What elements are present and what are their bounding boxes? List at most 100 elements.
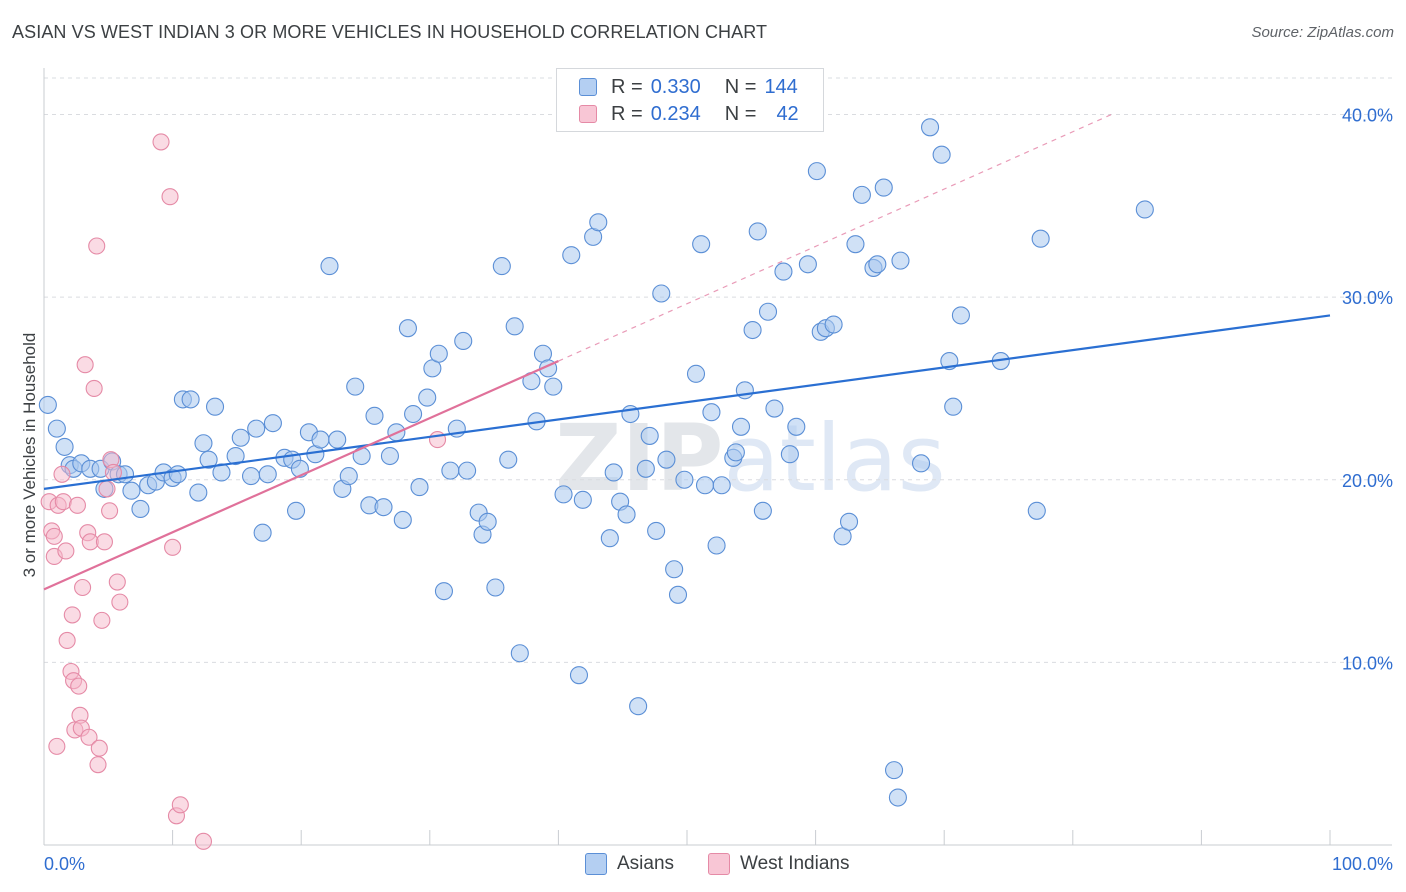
legend-row-west-indians: R = 0.234 N = 42	[579, 101, 799, 127]
asian-point	[231, 428, 250, 447]
asian-point	[891, 251, 910, 270]
asian-point	[758, 302, 778, 321]
asian-point	[636, 459, 655, 478]
stats-legend: R = 0.330 N = 144 R = 0.234 N = 42	[556, 68, 824, 132]
asian-point	[798, 255, 817, 274]
x-tick-label: 100.0%	[1332, 854, 1393, 874]
asian-point	[454, 331, 473, 351]
west-indian-point	[68, 496, 86, 514]
asians-legend-label: Asians	[617, 853, 675, 874]
asian-point	[410, 478, 429, 497]
west-indian-point	[101, 502, 119, 520]
source-label: Source: ZipAtlas.com	[1251, 24, 1394, 41]
legend-row-asians: R = 0.330 N = 144	[579, 74, 798, 100]
asian-point	[55, 437, 74, 456]
asian-point	[194, 434, 213, 453]
asian-point	[657, 450, 676, 469]
asian-point	[346, 377, 365, 396]
y-tick-label: 10.0%	[1342, 653, 1393, 673]
asian-point	[398, 319, 417, 338]
asian-point	[441, 461, 460, 480]
asian-point	[921, 118, 940, 137]
west-indian-point	[58, 631, 76, 650]
asian-point	[478, 512, 497, 531]
west-indian-point	[70, 677, 88, 695]
asian-point	[640, 426, 659, 445]
asian-point	[258, 465, 277, 484]
chart-title: ASIAN VS WEST INDIAN 3 OR MORE VEHICLES …	[12, 22, 768, 42]
asian-point	[328, 430, 347, 449]
asian-trend-line	[43, 314, 1331, 490]
asian-point	[205, 397, 225, 416]
west-indian-point	[76, 356, 94, 374]
asian-point	[702, 403, 721, 422]
west-indian-point	[98, 480, 116, 498]
asian-point	[868, 255, 887, 274]
asian-point	[951, 306, 970, 325]
asian-point	[1027, 501, 1046, 520]
asian-point	[492, 257, 511, 276]
asian-point	[726, 443, 745, 462]
west-indian-point	[88, 237, 106, 255]
asian-point	[544, 377, 563, 396]
asian-point	[189, 483, 208, 502]
west-indian-point	[111, 593, 129, 611]
asian-point	[774, 262, 793, 281]
asian-point	[753, 501, 772, 520]
asian-point	[707, 536, 726, 555]
asian-point	[311, 430, 330, 449]
asian-point	[168, 465, 187, 484]
y-tick-label: 20.0%	[1342, 471, 1393, 491]
asian-point	[199, 450, 218, 469]
west-indian-point	[53, 465, 71, 483]
asian-point	[629, 697, 648, 716]
n-value: 144	[764, 75, 798, 98]
asian-point	[787, 417, 806, 436]
r-value: 0.234	[650, 102, 701, 125]
asian-point	[241, 467, 261, 486]
asian-point	[365, 406, 384, 425]
west-indian-point	[48, 737, 66, 755]
west-indian-point	[164, 538, 182, 556]
asian-point	[695, 476, 715, 495]
asian-point	[912, 454, 931, 473]
west-indian-point	[74, 578, 92, 597]
r-label: R =	[611, 102, 643, 125]
west-indian-point	[152, 133, 170, 151]
west-indian-point	[194, 832, 213, 850]
asian-point	[647, 521, 666, 540]
asian-point	[263, 414, 282, 433]
asian-point	[320, 257, 339, 276]
asian-point	[131, 499, 150, 519]
asian-point	[380, 446, 399, 466]
x-tick-label: 0.0%	[44, 854, 85, 874]
n-label: N =	[724, 102, 757, 125]
asians-legend-swatch	[585, 853, 607, 875]
n-label: N =	[724, 75, 757, 98]
asian-point	[668, 585, 688, 604]
asian-point	[589, 213, 608, 232]
asian-point	[404, 404, 423, 424]
asian-point	[573, 490, 592, 509]
asian-point	[888, 788, 907, 807]
asian-point	[434, 582, 453, 601]
west-indian-point	[89, 756, 107, 774]
asian-point	[675, 470, 694, 489]
asian-point	[181, 390, 200, 409]
asian-point	[884, 761, 904, 780]
asian-point	[743, 320, 762, 340]
west-indian-point	[171, 796, 189, 814]
asian-point	[499, 450, 518, 469]
asian-point	[617, 505, 636, 524]
asian-point	[839, 512, 859, 531]
asian-point	[846, 235, 865, 254]
asian-point	[852, 185, 871, 204]
asian-point	[505, 317, 524, 336]
west-indian-point	[161, 188, 179, 206]
asian-point	[824, 315, 843, 334]
asian-point	[247, 419, 266, 438]
asian-point	[418, 388, 437, 407]
asian-point	[569, 666, 589, 685]
asian-point	[748, 222, 767, 241]
